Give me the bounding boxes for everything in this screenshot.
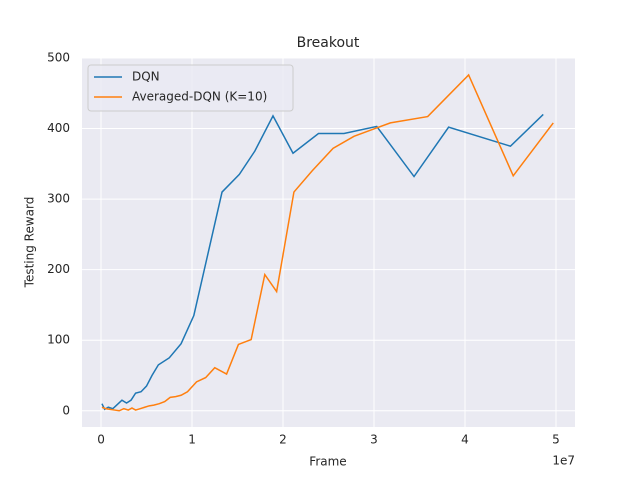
y-axis-label: Testing Reward [23,197,37,289]
x-axis-label: Frame [309,455,346,469]
grid [82,57,575,427]
legend-label: Averaged-DQN (K=10) [132,90,267,104]
plot-area [82,58,575,427]
legend-label: DQN [132,70,160,84]
legend-box [87,64,294,112]
x-tick-label: 0 [97,433,105,447]
y-tick-label: 200 [47,262,70,276]
chart-title: Breakout [297,35,360,51]
y-tick-label: 0 [62,403,70,417]
y-tick-label: 100 [47,333,70,347]
y-tick-label: 400 [47,121,70,135]
y-tick-label: 300 [47,192,70,206]
y-tick-label: 500 [47,51,70,65]
x-tick-label: 4 [461,433,469,447]
x-tick-label: 3 [370,433,378,447]
series-line [101,73,554,412]
x-tick-label: 2 [279,433,287,447]
x-offset-label: 1e7 [552,454,575,468]
lines [101,73,554,412]
x-tick-label: 1 [188,433,196,447]
x-tick-label: 5 [552,433,560,447]
legend: DQN Averaged-DQN (K=10) [87,64,294,112]
series-line [101,113,544,411]
